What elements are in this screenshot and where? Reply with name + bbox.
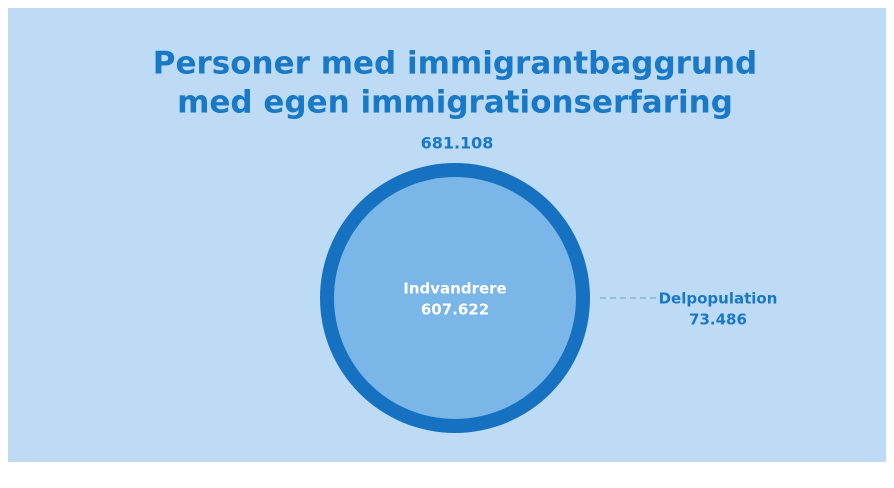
inner-label: Indvandrere <box>403 280 506 298</box>
subpopulation-label: Delpopulation <box>659 290 778 308</box>
inner-circle <box>334 177 576 419</box>
inner-value: 607.622 <box>421 301 489 319</box>
title-line: med egen immigrationserfaring <box>177 85 733 121</box>
title-line: Personer med immigrantbaggrund <box>153 46 758 82</box>
subpopulation-value: 73.486 <box>689 311 747 329</box>
total-value: 681.108 <box>421 134 494 153</box>
